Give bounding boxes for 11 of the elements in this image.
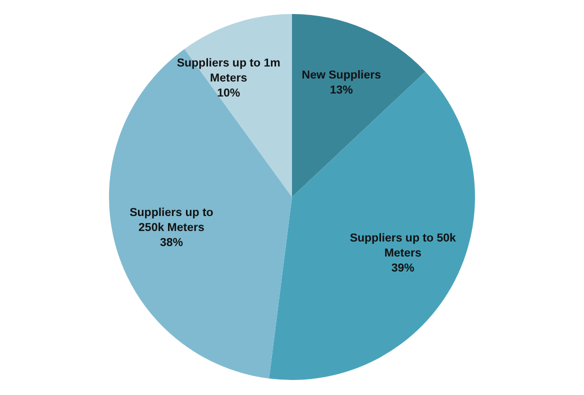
slice-label: Suppliers up to 50k Meters <box>350 232 457 260</box>
slice-label: Suppliers up to 1m Meters <box>176 58 280 85</box>
pie-slice <box>109 48 292 379</box>
data-label: 38% <box>160 236 183 249</box>
data-label: 39% <box>391 262 414 274</box>
slice-label: New Suppliers <box>302 69 382 82</box>
slice-label: Suppliers up to 250k Meters <box>130 206 214 234</box>
data-label: 13% <box>330 84 353 96</box>
pie-slice <box>292 14 426 197</box>
pie-slice <box>269 72 475 380</box>
data-label: 10% <box>217 88 240 100</box>
